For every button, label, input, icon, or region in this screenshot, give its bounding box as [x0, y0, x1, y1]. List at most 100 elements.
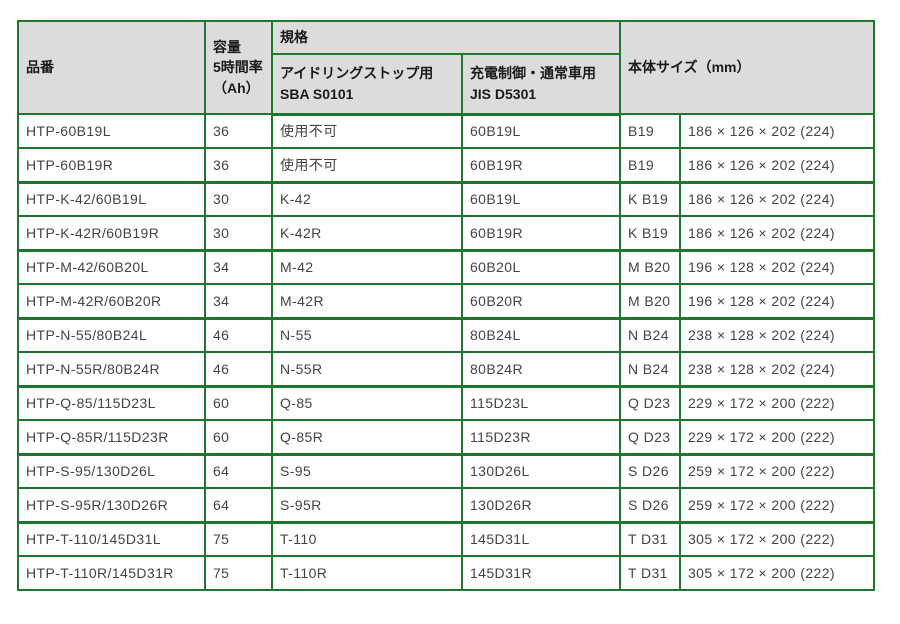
spec-normal-cell: 130D26L: [461, 452, 621, 489]
battery-spec-table: 品番 容量 5時間率 （Ah） 規格 本体サイズ（mm） アイドリングストップ用…: [17, 20, 876, 591]
dimensions-cell: 305 × 172 × 200 (222): [678, 555, 876, 591]
spec-normal-cell: 60B19L: [461, 113, 621, 149]
capacity-cell: 60: [204, 419, 273, 455]
table-row: HTP-M-42R/60B20R 34 M-42R 60B20R M B20 196 × …: [17, 283, 876, 319]
spec-normal-header-line2: JIS D5301: [470, 85, 537, 102]
dimensions-cell: 259 × 172 × 200 (222): [678, 452, 876, 489]
dimensions-cell: 186 × 126 × 202 (224): [678, 180, 876, 217]
spec-idling-cell: K-42: [271, 180, 463, 217]
table-row: HTP-N-55R/80B24R 46 N-55R 80B24R N B24 238 × …: [17, 351, 876, 387]
body-size-header: 本体サイズ（mm）: [618, 20, 876, 115]
spec-idling-header-line2: SBA S0101: [280, 85, 354, 102]
table-header: 品番 容量 5時間率 （Ah） 規格 本体サイズ（mm） アイドリングストップ用…: [17, 20, 876, 116]
dimensions-cell: 238 × 128 × 202 (224): [678, 316, 876, 353]
capacity-cell: 75: [204, 520, 273, 557]
capacity-cell: 34: [204, 248, 273, 285]
size-code-cell: Q D23: [619, 419, 681, 455]
spec-idling-cell: M-42R: [271, 283, 463, 319]
capacity-cell: 46: [204, 316, 273, 353]
spec-idling-cell: M-42: [271, 248, 463, 285]
capacity-cell: 46: [204, 351, 273, 387]
spec-normal-cell: 60B19R: [461, 147, 621, 183]
dimensions-cell: 186 × 126 × 202 (224): [678, 113, 876, 149]
table-body: HTP-60B19L 36 使用不可 60B19L B19 186 × 126 × 202…: [17, 113, 876, 591]
capacity-cell: 30: [204, 180, 273, 217]
spec-normal-cell: 145D31R: [461, 555, 621, 591]
spec-idling-cell: N-55R: [271, 351, 463, 387]
capacity-header-line1: 容量: [213, 39, 241, 56]
capacity-cell: 64: [204, 452, 273, 489]
spec-normal-cell: 60B19R: [461, 215, 621, 251]
capacity-cell: 34: [204, 283, 273, 319]
spec-group-header: 規格: [271, 20, 621, 55]
spec-normal-header-line1: 充電制御・通常車用: [470, 65, 596, 82]
table-row: HTP-Q-85/115D23L 60 Q-85 115D23L Q D23 229 × …: [17, 384, 876, 421]
part-number-header: 品番: [17, 20, 206, 115]
part-number-cell: HTP-K-42R/60B19R: [17, 215, 206, 251]
capacity-cell: 36: [204, 147, 273, 183]
spec-normal-cell: 80B24L: [461, 316, 621, 353]
dimensions-cell: 229 × 172 × 200 (222): [678, 419, 876, 455]
table-row: HTP-60B19L 36 使用不可 60B19L B19 186 × 126 × 202…: [17, 113, 876, 149]
part-number-cell: HTP-60B19R: [17, 147, 206, 183]
size-code-cell: B19: [619, 147, 681, 183]
dimensions-cell: 259 × 172 × 200 (222): [678, 487, 876, 523]
size-code-cell: K B19: [619, 215, 681, 251]
spec-idling-cell: 使用不可: [271, 147, 463, 183]
spec-normal-cell: 145D31L: [461, 520, 621, 557]
size-code-cell: N B24: [619, 316, 681, 353]
table-row: HTP-T-110R/145D31R 75 T-110R 145D31R T D31 30…: [17, 555, 876, 591]
dimensions-cell: 196 × 128 × 202 (224): [678, 283, 876, 319]
spec-idling-cell: T-110R: [271, 555, 463, 591]
spec-idling-cell: K-42R: [271, 215, 463, 251]
capacity-header-line2: 5時間率: [213, 59, 263, 76]
size-code-cell: B19: [619, 113, 681, 149]
table-row: HTP-N-55/80B24L 46 N-55 80B24L N B24 238 × 12…: [17, 316, 876, 353]
spec-normal-cell: 115D23L: [461, 384, 621, 421]
spec-normal-cell: 130D26R: [461, 487, 621, 523]
size-code-cell: K B19: [619, 180, 681, 217]
spec-idling-cell: 使用不可: [271, 113, 463, 149]
table-row: HTP-K-42/60B19L 30 K-42 60B19L K B19 186 × 12…: [17, 180, 876, 217]
table-row: HTP-Q-85R/115D23R 60 Q-85R 115D23R Q D23 229 …: [17, 419, 876, 455]
capacity-header-line3: （Ah）: [213, 79, 260, 96]
spec-normal-cell: 115D23R: [461, 419, 621, 455]
size-code-cell: S D26: [619, 487, 681, 523]
spec-idling-cell: T-110: [271, 520, 463, 557]
part-number-cell: HTP-Q-85R/115D23R: [17, 419, 206, 455]
table-row: HTP-M-42/60B20L 34 M-42 60B20L M B20 196 × 12…: [17, 248, 876, 285]
part-number-cell: HTP-N-55R/80B24R: [17, 351, 206, 387]
header-row-top: 品番 容量 5時間率 （Ah） 規格 本体サイズ（mm）: [17, 20, 876, 115]
table-row: HTP-60B19R 36 使用不可 60B19R B19 186 × 126 × 202…: [17, 147, 876, 183]
part-number-cell: HTP-Q-85/115D23L: [17, 384, 206, 421]
table-row: HTP-S-95R/130D26R 64 S-95R 130D26R S D26 259 …: [17, 487, 876, 523]
size-code-cell: M B20: [619, 248, 681, 285]
dimensions-cell: 238 × 128 × 202 (224): [678, 351, 876, 387]
spec-idling-cell: Q-85R: [271, 419, 463, 455]
dimensions-cell: 186 × 126 × 202 (224): [678, 215, 876, 251]
part-number-cell: HTP-K-42/60B19L: [17, 180, 206, 217]
part-number-cell: HTP-60B19L: [17, 113, 206, 149]
size-code-cell: M B20: [619, 283, 681, 319]
capacity-cell: 64: [204, 487, 273, 523]
size-code-cell: N B24: [619, 351, 681, 387]
part-number-cell: HTP-N-55/80B24L: [17, 316, 206, 353]
size-code-cell: T D31: [619, 520, 681, 557]
battery-spec-table-wrap: 品番 容量 5時間率 （Ah） 規格 本体サイズ（mm） アイドリングストップ用…: [17, 20, 876, 591]
part-number-cell: HTP-T-110/145D31L: [17, 520, 206, 557]
spec-normal-header: 充電制御・通常車用 JIS D5301: [461, 53, 621, 116]
part-number-cell: HTP-S-95/130D26L: [17, 452, 206, 489]
dimensions-cell: 229 × 172 × 200 (222): [678, 384, 876, 421]
spec-idling-cell: S-95R: [271, 487, 463, 523]
spec-idling-cell: S-95: [271, 452, 463, 489]
capacity-cell: 75: [204, 555, 273, 591]
spec-idling-cell: N-55: [271, 316, 463, 353]
table-row: HTP-S-95/130D26L 64 S-95 130D26L S D26 259 × …: [17, 452, 876, 489]
part-number-cell: HTP-M-42/60B20L: [17, 248, 206, 285]
table-row: HTP-T-110/145D31L 75 T-110 145D31L T D31 305 …: [17, 520, 876, 557]
spec-idling-header: アイドリングストップ用 SBA S0101: [271, 53, 463, 116]
size-code-cell: Q D23: [619, 384, 681, 421]
spec-normal-cell: 60B20L: [461, 248, 621, 285]
spec-idling-header-line1: アイドリングストップ用: [280, 65, 434, 82]
spec-normal-cell: 60B20R: [461, 283, 621, 319]
